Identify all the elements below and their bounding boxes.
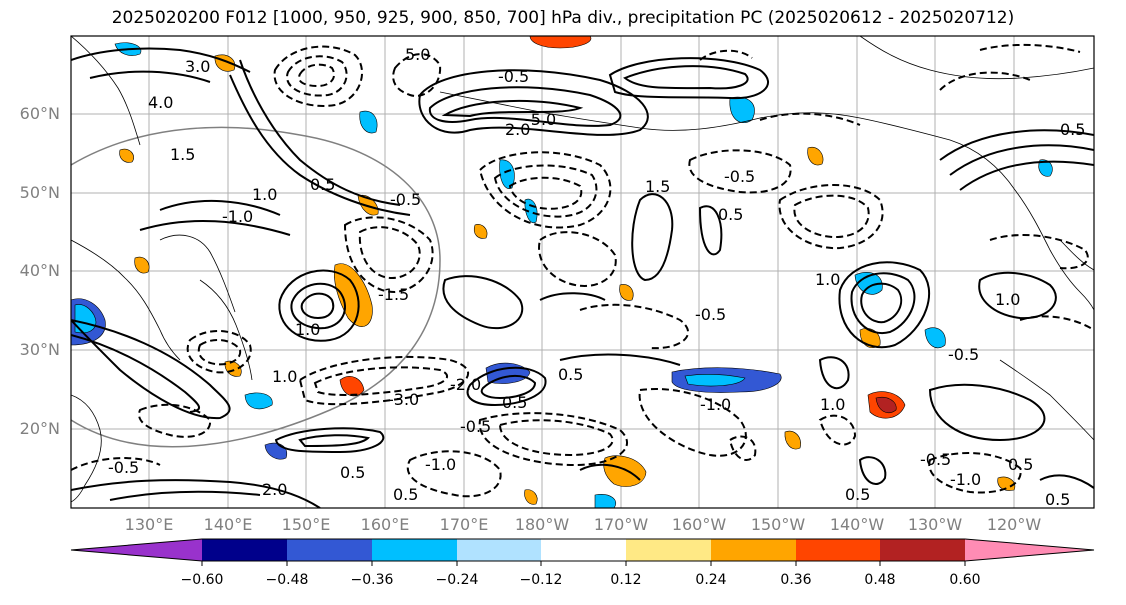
colorbar-segment [372, 539, 457, 561]
contour-label: 1.0 [252, 185, 277, 204]
grey-outline [71, 126, 441, 448]
gridlines [71, 36, 1094, 508]
contour-label: 1.0 [272, 367, 297, 386]
lon-label: 140°E [203, 515, 253, 534]
colorbar-tick-label: −0.12 [519, 572, 563, 588]
contour-label: -2.0 [450, 375, 481, 394]
contour-label: 0.5 [502, 393, 527, 412]
lon-label: 150°E [281, 515, 331, 534]
contour-label: -0.5 [948, 345, 979, 364]
contour-label: -1.5 [378, 285, 409, 304]
lat-label: 20°N [19, 419, 60, 438]
colorbar-segment [626, 539, 711, 561]
lon-label: 160°W [671, 515, 727, 534]
colorbar-tick-label: 0.12 [610, 572, 642, 588]
lon-label: 150°W [750, 515, 806, 534]
colorbar [70, 538, 1095, 566]
contour-label: 1.5 [645, 177, 670, 196]
colorbar-segment [880, 539, 965, 561]
lon-label: 160°E [360, 515, 410, 534]
colorbar-segment [287, 539, 372, 561]
contour-label: -5.0 [525, 110, 556, 129]
contour-label: -1.0 [425, 455, 456, 474]
contour-label: 0.5 [1008, 455, 1033, 474]
colorbar-segment [457, 539, 541, 561]
chart-title: 2025020200 F012 [1000, 950, 925, 900, 85… [111, 8, 1015, 28]
colorbar-tick-label: −0.48 [265, 572, 309, 588]
colorbar-ticks [201, 561, 966, 566]
contour-label: 1.0 [995, 290, 1020, 309]
contour-label: 3.0 [185, 57, 210, 76]
contour-label: 0.5 [558, 365, 583, 384]
contour-label: -1.0 [222, 207, 253, 226]
contour-label: -0.5 [498, 67, 529, 86]
lat-label: 50°N [19, 183, 60, 202]
lat-label: 30°N [19, 340, 60, 359]
lon-label: 130°E [124, 515, 174, 534]
contour-label: 0.5 [1045, 490, 1070, 509]
contour-label: 1.5 [170, 145, 195, 164]
contour-label: -0.5 [695, 305, 726, 324]
contour-label: -0.5 [460, 417, 491, 436]
colorbar-tick-label: 0.48 [864, 572, 896, 588]
lon-label: 120°W [986, 515, 1042, 534]
contour-label: 0.5 [310, 175, 335, 194]
contour-label: 2.0 [262, 480, 287, 499]
lon-label: 170°W [593, 515, 649, 534]
colorbar-tick-label: −0.36 [350, 572, 394, 588]
lon-label: 170°E [439, 515, 489, 534]
lon-label: 140°W [829, 515, 885, 534]
precip-shading [71, 36, 1053, 508]
map-border [70, 35, 1095, 509]
colorbar-segment [202, 539, 287, 561]
colorbar-extend-right [965, 539, 1094, 561]
contour-label: -0.5 [108, 458, 139, 477]
contour-label: -3.0 [388, 390, 419, 409]
contour-label: -1.0 [700, 395, 731, 414]
solid-contours [71, 47, 1094, 508]
colorbar-tick-label: 0.60 [949, 572, 981, 588]
contour-labels: 3.0 4.0 1.5 1.0 0.5 -0.5 -1.0 -1.5 -2.0 … [108, 45, 1085, 509]
contour-label: 4.0 [148, 93, 173, 112]
contour-label: -0.5 [920, 450, 951, 469]
colorbar-tick-label: −0.24 [435, 572, 479, 588]
contour-label: 0.5 [393, 485, 418, 504]
contour-label: 0.5 [340, 463, 365, 482]
colorbar-segment [541, 539, 626, 561]
lon-label: 180°W [514, 515, 570, 534]
contour-label: 0.5 [845, 485, 870, 504]
contour-label: 0.5 [1060, 120, 1085, 139]
colorbar-extend-left [71, 539, 202, 561]
contour-label: 2.0 [505, 120, 530, 139]
colorbar-tick-label: −0.60 [180, 572, 224, 588]
dashed-contours [71, 43, 1094, 498]
colorbar-tick-label: 0.24 [695, 572, 727, 588]
lat-label: 40°N [19, 261, 60, 280]
contour-label: 0.5 [718, 205, 743, 224]
contour-label: 1.0 [815, 270, 840, 289]
contour-label: 1.0 [820, 395, 845, 414]
coastlines [71, 36, 1094, 503]
lat-label: 60°N [19, 104, 60, 123]
colorbar-segment [711, 539, 796, 561]
contour-label: -1.0 [950, 470, 981, 489]
lon-label: 130°W [907, 515, 963, 534]
map-background [71, 36, 1094, 508]
colorbar-tick-label: 0.36 [780, 572, 812, 588]
contour-label: -0.5 [724, 167, 755, 186]
contour-label: 5.0 [405, 45, 430, 64]
contour-label: -0.5 [390, 190, 421, 209]
colorbar-segment [796, 539, 880, 561]
contour-label: 1.0 [295, 320, 320, 339]
